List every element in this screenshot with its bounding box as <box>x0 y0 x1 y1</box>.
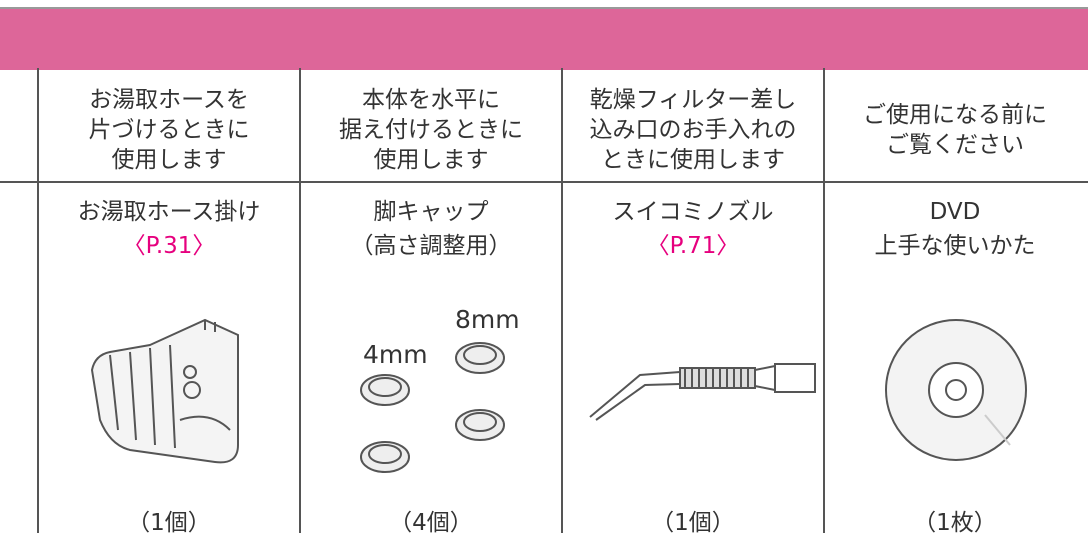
text: 込み口のお手入れの <box>589 117 797 143</box>
dvd <box>885 319 1027 461</box>
description: ご使用になる前に ご覧ください <box>824 100 1086 160</box>
text: 本体を水平に <box>362 87 500 113</box>
page-ref[interactable]: 〈P.71〉 <box>646 233 740 259</box>
column-divider <box>561 68 563 533</box>
quantity: （1枚） <box>913 510 997 533</box>
text: 片づけるときに <box>88 117 250 143</box>
nozzle <box>589 363 816 421</box>
column-divider <box>823 68 825 533</box>
page-ref[interactable]: 〈P.31〉 <box>122 233 216 259</box>
item-name: スイコミノズル 〈P.71〉 <box>562 195 824 263</box>
item-name: DVD 上手な使いかた <box>824 195 1086 263</box>
text: 乾燥フィルター差し <box>589 87 797 113</box>
row-divider <box>0 181 1088 183</box>
description: 本体を水平に 据え付けるときに 使用します <box>300 85 562 175</box>
size-label: 4mm <box>363 340 428 369</box>
size-label: 8mm <box>455 305 520 334</box>
text: ご使用になる前に <box>863 102 1047 128</box>
text: （高さ調整用） <box>350 233 512 259</box>
quantity: （1個） <box>651 510 735 533</box>
text: 上手な使いかた <box>874 233 1036 259</box>
quantity: （1個） <box>127 510 211 533</box>
text: DVD <box>929 199 981 225</box>
text: 使用します <box>111 147 227 173</box>
item-name: 脚キャップ （高さ調整用） <box>300 195 562 263</box>
text: ときに使用します <box>601 147 785 173</box>
hose-hanger <box>90 318 239 464</box>
text: 使用します <box>373 147 489 173</box>
text: 脚キャップ <box>373 199 489 225</box>
item-name: お湯取ホース掛け 〈P.31〉 <box>38 195 300 263</box>
text: お湯取ホース掛け <box>77 199 261 225</box>
column-divider <box>37 68 39 533</box>
text: スイコミノズル <box>612 199 774 225</box>
leg-caps <box>360 342 505 473</box>
description: 乾燥フィルター差し 込み口のお手入れの ときに使用します <box>562 85 824 175</box>
description: お湯取ホースを 片づけるときに 使用します <box>38 85 300 175</box>
header-band <box>0 7 1088 70</box>
text: 据え付けるときに <box>339 117 523 143</box>
text: ご覧ください <box>886 132 1024 158</box>
text: お湯取ホースを <box>89 87 249 113</box>
column-divider <box>299 68 301 533</box>
quantity: （4個） <box>389 510 473 533</box>
